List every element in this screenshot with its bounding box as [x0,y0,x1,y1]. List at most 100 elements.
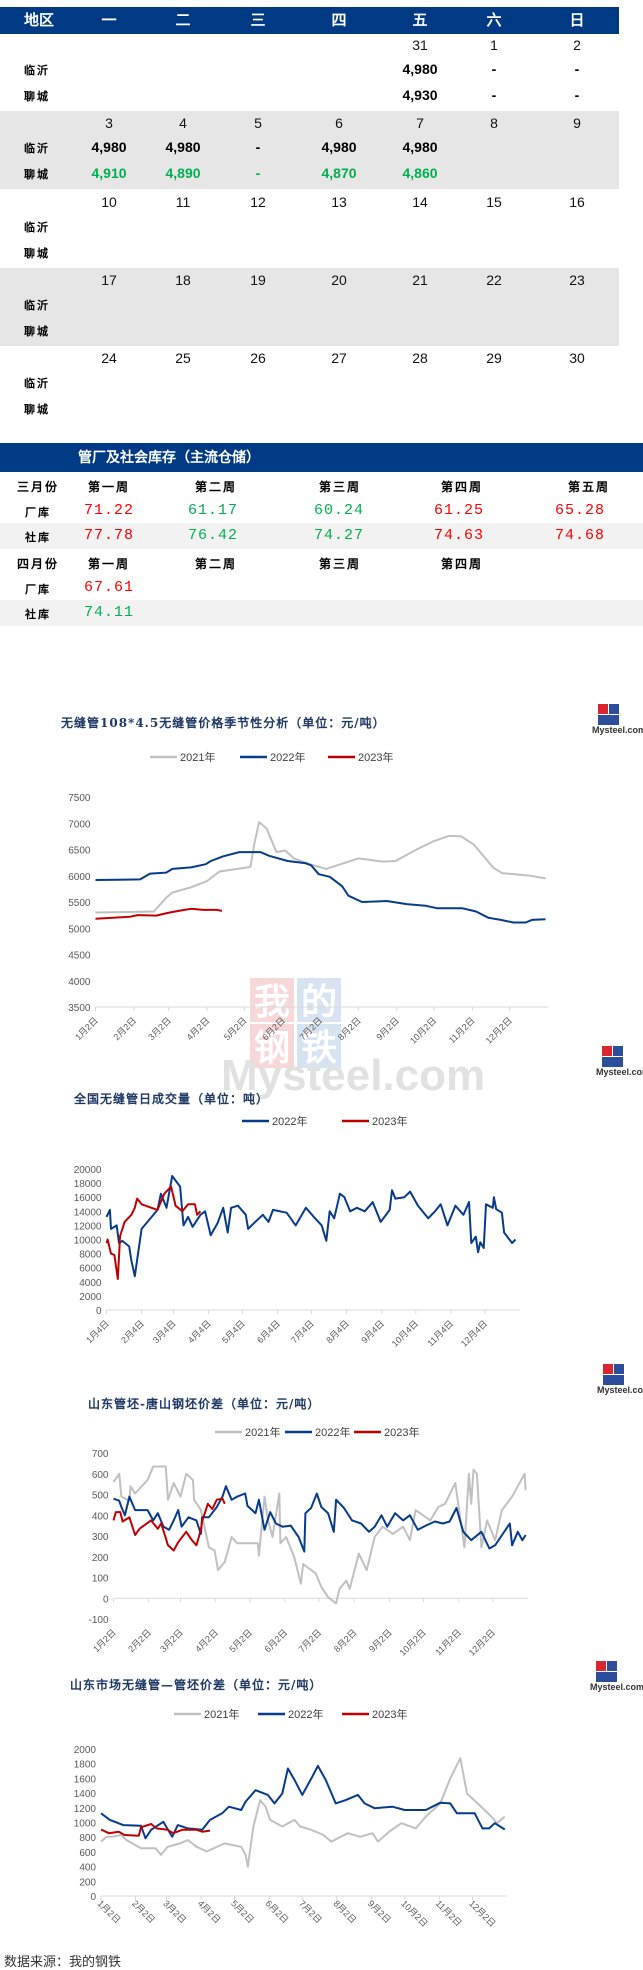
logo-brand: Mysteel.com [590,1682,643,1692]
mysteel-watermark: 我的钢 铁Mysteel.com [221,978,485,1100]
x-tick-label: 4月2日 [193,1627,220,1654]
x-tick-label: 7月4日 [289,1318,316,1345]
calendar-date: 20 [331,272,347,288]
y-tick-label: 800 [79,1833,96,1844]
x-tick-label: 10月4日 [390,1318,420,1348]
x-tick-label: 6月4日 [255,1318,282,1345]
x-tick-label: 8月2日 [331,1898,358,1925]
chart-4: 山东市场无缝管—管坯价差（单位：元/吨） Mysteel.com 2021年 2022… [70,1661,643,1929]
watermark-brand: Mysteel.com [221,1051,485,1100]
x-tick-label: 12月2日 [484,1015,514,1045]
calendar-date: 24 [101,350,117,366]
y-tick-label: 7500 [68,793,91,804]
social-stock-value: 77.78 [83,527,135,544]
series-line-2021年 [95,821,546,914]
y-tick-label: 0 [96,1306,102,1317]
calendar-date: 6 [335,115,343,131]
calendar-week: 临沂 聊城 31 1 2 4,980 - - 4,930 - - [0,33,619,111]
x-tick-label: 7月2日 [297,1627,324,1654]
mysteel-logo: Mysteel.com [597,1364,643,1395]
week-label: 第四周 [440,480,484,494]
y-tick-label: 6000 [68,872,91,883]
series-line-2023年 [112,1497,226,1552]
calendar-week: 临沂 聊城 24 25 26 27 28 29 30 [0,346,619,424]
series-line-2021年 [112,1465,527,1605]
x-tick-label: 11月2日 [447,1015,477,1045]
y-tick-label: 200 [79,1877,96,1888]
y-tick-label: 5000 [68,924,91,935]
x-tick-label: 5月2日 [227,1627,254,1654]
x-tick-label: 1月2日 [73,1015,100,1042]
y-tick-label: 6000 [79,1264,102,1275]
y-tick-label: 1400 [74,1789,97,1800]
x-tick-label: 8月2日 [332,1627,359,1654]
y-tick-label: 6500 [68,846,91,857]
chart-title: 山东管坯-唐山钢坯价差（单位：元/吨） [88,1396,320,1411]
month-label: 四月份 [16,557,60,571]
calendar-header-6: 六 [486,12,502,29]
y-tick-label: 2000 [79,1292,102,1303]
y-tick-label: 400 [79,1863,96,1874]
x-tick-label: 1月4日 [84,1318,111,1345]
x-tick-label: 4月2日 [196,1898,223,1925]
x-tick-label: 3月2日 [146,1015,173,1042]
region-label: 聊城 [24,90,50,103]
y-tick-label: 10000 [74,1236,102,1247]
legend-label: 2021年 [245,1425,280,1439]
chart-title: 无缝管108*4.5无缝管价格季节性分析（单位：元/吨） [60,715,386,730]
calendar-date: 8 [490,115,498,131]
series-line-2021年 [100,1757,506,1868]
x-tick-label: 1月2日 [96,1898,123,1925]
y-tick-label: 700 [92,1449,109,1460]
mysteel-logo: Mysteel.com [592,704,643,735]
calendar-header-1: 一 [101,12,117,29]
calendar-date: 18 [175,272,191,288]
x-tick-label: 12月2日 [467,1898,497,1928]
watermark-block [297,1024,341,1068]
week-label: 第一周 [87,557,131,571]
legend-label: 2023年 [358,750,393,764]
y-tick-label: 0 [103,1594,109,1605]
liaocheng-price: 4,930 [402,87,438,103]
calendar-date: 21 [412,272,428,288]
calendar-date: 2 [573,37,581,53]
linyi-price: 4,980 [91,139,127,155]
liaocheng-price: - [491,87,497,103]
factory-stock-value: 65.28 [554,502,606,519]
legend-label: 2021年 [180,750,215,764]
liaocheng-price: - [255,165,261,181]
x-tick-label: 3月2日 [161,1898,188,1925]
calendar-date: 28 [412,350,428,366]
x-tick-label: 11月2日 [434,1898,464,1928]
calendar-header-2: 二 [175,12,191,29]
legend-label: 2022年 [288,1707,323,1721]
legend-label: 2022年 [272,1114,307,1128]
legend-label: 2022年 [315,1425,350,1439]
social-stock-value: 74.63 [433,527,485,544]
y-tick-label: 4000 [68,977,91,988]
stock-row [0,600,643,626]
liaocheng-price: - [574,87,580,103]
calendar-date: 23 [569,272,585,288]
x-tick-label: 5月4日 [220,1318,247,1345]
y-tick-label: 20000 [74,1165,102,1176]
calendar-date: 7 [416,115,424,131]
x-tick-label: 3月2日 [158,1627,185,1654]
mysteel-logo: Mysteel.com [596,1046,643,1077]
social-stock-value: 74.11 [83,604,135,621]
x-tick-label: 4月4日 [186,1318,213,1345]
linyi-price: 4,980 [402,139,438,155]
calendar-date: 3 [105,115,113,131]
y-tick-label: 300 [92,1532,109,1543]
calendar-date: 26 [250,350,266,366]
calendar-date: 30 [569,350,585,366]
factory-stock-value: 71.22 [83,502,135,519]
watermark-block [297,978,341,1022]
factory-stock-value: 67.61 [83,579,135,596]
calendar-header-5: 五 [412,12,428,29]
y-tick-label: 0 [90,1892,96,1903]
mysteel-logo: Mysteel.com [590,1661,643,1692]
linyi-price: 4,980 [402,61,438,77]
linyi-price: 4,980 [321,139,357,155]
y-tick-label: 200 [92,1553,109,1564]
